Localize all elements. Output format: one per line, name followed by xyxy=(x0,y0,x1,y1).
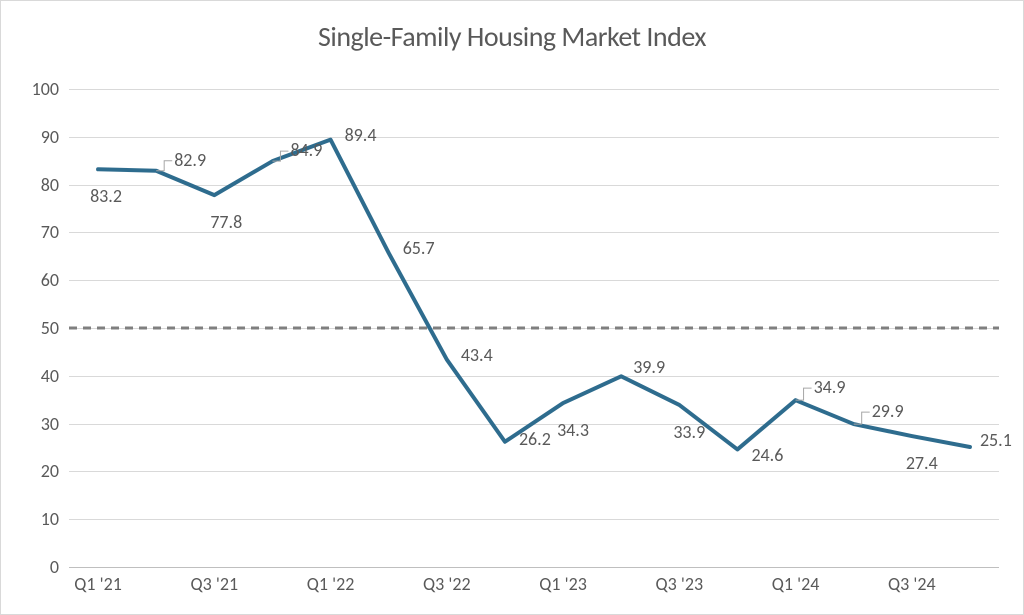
x-tick-label: Q3 '21 xyxy=(191,567,239,595)
chart-title: Single-Family Housing Market Index xyxy=(1,1,1023,54)
y-tick-label: 70 xyxy=(41,221,69,243)
x-tick-label: Q1 '22 xyxy=(307,567,355,595)
y-tick-label: 0 xyxy=(50,556,69,578)
x-tick-label: Q3 '24 xyxy=(888,567,936,595)
y-tick-label: 40 xyxy=(41,365,69,387)
chart-container: Single-Family Housing Market Index 01020… xyxy=(0,0,1024,615)
data-label: 77.8 xyxy=(210,211,242,233)
data-label: 65.7 xyxy=(403,237,435,259)
x-tick-label: Q3 '22 xyxy=(423,567,471,595)
x-tick-label: Q1 '24 xyxy=(772,567,820,595)
y-tick-label: 90 xyxy=(41,126,69,148)
y-tick-label: 100 xyxy=(32,78,69,100)
plot-area: 0102030405060708090100Q1 '21Q3 '21Q1 '22… xyxy=(69,89,999,567)
data-label: 25.1 xyxy=(980,429,1012,451)
leader-lines xyxy=(69,89,999,567)
y-tick-label: 10 xyxy=(41,508,69,530)
y-tick-label: 20 xyxy=(41,460,69,482)
y-tick-label: 60 xyxy=(41,269,69,291)
data-label: 83.2 xyxy=(90,185,122,207)
data-label: 34.3 xyxy=(557,419,589,441)
data-label: 29.9 xyxy=(872,400,904,422)
x-tick-label: Q1 '21 xyxy=(74,567,122,595)
x-tick-label: Q3 '23 xyxy=(656,567,704,595)
data-label: 26.2 xyxy=(519,428,551,450)
data-label: 89.4 xyxy=(345,124,377,146)
data-label: 84.9 xyxy=(290,139,322,161)
data-label: 33.9 xyxy=(673,421,705,443)
data-label: 82.9 xyxy=(174,149,206,171)
data-label: 27.4 xyxy=(906,452,938,474)
x-tick-label: Q1 '23 xyxy=(539,567,587,595)
y-tick-label: 80 xyxy=(41,174,69,196)
y-tick-label: 50 xyxy=(41,317,69,339)
data-label: 39.9 xyxy=(633,356,665,378)
data-label: 24.6 xyxy=(751,444,783,466)
data-label: 43.4 xyxy=(461,344,493,366)
y-tick-label: 30 xyxy=(41,413,69,435)
data-label: 34.9 xyxy=(814,376,846,398)
